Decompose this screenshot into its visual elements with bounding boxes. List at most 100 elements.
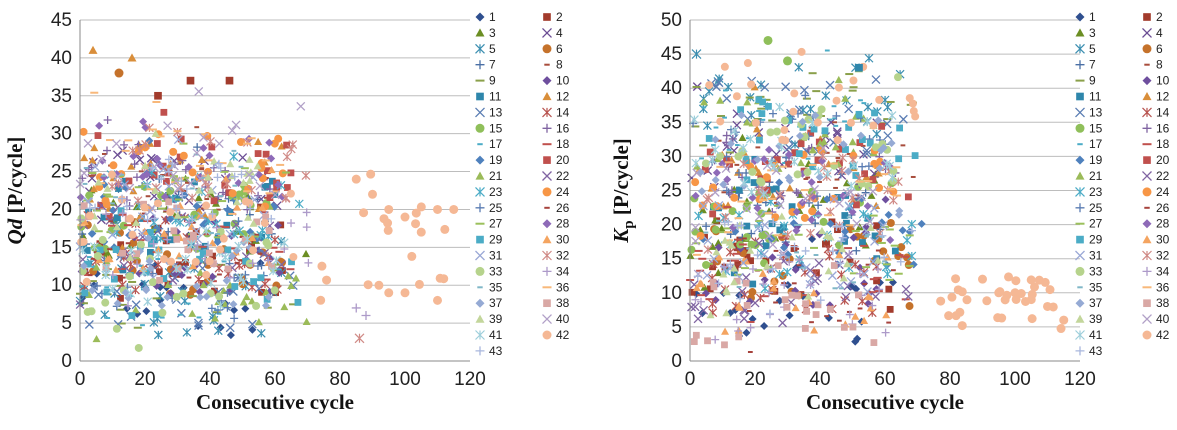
qd-point-s37 [113, 299, 122, 308]
qd-point-s37 [192, 282, 201, 291]
qd-legend-marker [475, 330, 485, 340]
kp-point-s42 [936, 296, 946, 306]
kp-point-s42 [1029, 282, 1039, 292]
qd-legend-marker [542, 44, 552, 54]
kp-point-s38 [794, 292, 801, 300]
qd-point-s42 [205, 257, 214, 266]
kp-point-s29 [855, 110, 863, 118]
kp-point-s22 [750, 298, 760, 308]
qd-point-s37 [144, 234, 153, 243]
qd-point-s30 [105, 254, 114, 263]
qd-point-s40 [255, 181, 265, 191]
kp-point-s40 [721, 164, 731, 173]
kp-point-s19 [898, 226, 907, 235]
qd-legend-label: 16 [556, 121, 570, 135]
kp-legend-item: 33 [1075, 264, 1103, 278]
qd-legend-marker [475, 186, 485, 197]
qd-point-s43 [208, 209, 217, 218]
qd-gridlines [80, 19, 470, 324]
kp-y-tick-label: 20 [661, 215, 682, 236]
kp-point-s43 [768, 264, 777, 273]
qd-legend-marker [475, 250, 485, 261]
qd-point-s25 [223, 303, 232, 312]
qd-legend-item: 19 [475, 153, 503, 167]
kp-point-s41 [789, 157, 799, 167]
qd-point-s38 [80, 202, 88, 210]
kp-point-s33 [871, 143, 880, 152]
kp-point-s20 [706, 148, 714, 156]
qd-point-s32 [301, 171, 311, 180]
qd-legend-item: 34 [542, 264, 570, 278]
kp-point-s34 [868, 301, 877, 310]
qd-legend-item: 3 [475, 26, 496, 40]
kp-legend-marker [1075, 250, 1085, 261]
qd-point-s29 [160, 275, 168, 282]
kp-point-s6 [748, 288, 757, 297]
kp-point-s3 [714, 239, 723, 247]
kp-x-tick-label: 120 [1064, 369, 1096, 390]
qd-point-s32 [354, 333, 365, 344]
qd-y-axis-title-unit: [P/cycle] [3, 137, 27, 219]
kp-point-s37 [798, 117, 807, 126]
qd-point-s19 [192, 202, 201, 211]
kp-point-s34 [795, 255, 804, 264]
qd-point-s42 [241, 197, 250, 206]
kp-point-s20 [701, 166, 709, 173]
kp-point-s2 [688, 288, 696, 296]
kp-legend-marker [1075, 171, 1085, 180]
kp-point-s37 [811, 111, 820, 120]
qd-point-s33 [98, 235, 107, 244]
kp-point-s10 [760, 275, 769, 284]
qd-point-s3 [78, 231, 87, 240]
qd-legend-marker [475, 107, 485, 118]
kp-point-s22 [778, 318, 788, 328]
kp-point-s30 [860, 316, 869, 324]
qd-point-s16 [120, 140, 129, 149]
qd-legend-item: 17 [477, 137, 503, 151]
qd-point-s42 [286, 189, 295, 198]
qd-legend-item: 27 [475, 217, 503, 231]
qd-point-s42 [202, 270, 211, 279]
qd-point-s13 [254, 284, 264, 294]
kp-point-s42 [951, 274, 961, 284]
qd-legend-item: 8 [544, 58, 563, 72]
kp-point-s42 [1027, 289, 1037, 299]
kp-legend-item: 27 [1075, 217, 1103, 231]
qd-legend-label: 39 [489, 312, 503, 326]
kp-legend-label: 24 [1156, 185, 1170, 199]
kp-point-s30 [734, 301, 743, 309]
qd-point-s38 [183, 237, 190, 245]
kp-point-s41 [738, 143, 748, 153]
qd-point-s23 [229, 152, 239, 161]
kp-legend-item: 41 [1075, 328, 1103, 342]
kp-point-s11 [859, 239, 866, 246]
qd-legend-item: 14 [542, 105, 570, 119]
qd-legend-marker [475, 266, 485, 276]
qd-points [75, 45, 459, 352]
kp-point-s41 [777, 142, 787, 152]
kp-point-s13 [883, 131, 893, 141]
kp-point-s41 [747, 187, 756, 197]
kp-y-tick-label: 30 [661, 146, 682, 167]
qd-point-s42 [400, 212, 410, 222]
qd-point-s42 [128, 230, 137, 239]
qd-point-s37 [202, 292, 211, 301]
qd-y-tick-label: 35 [51, 86, 72, 107]
qd-point-s21 [284, 272, 293, 280]
kp-point-s5 [821, 91, 831, 101]
qd-point-s43 [157, 174, 166, 183]
qd-legend-item: 43 [475, 344, 503, 358]
kp-point-s11 [735, 186, 743, 194]
qd-y-axis-title-symbol: Qd [3, 218, 27, 244]
qd-point-s43 [122, 202, 131, 211]
qd-point-s42 [411, 208, 421, 218]
qd-point-s40 [199, 133, 208, 142]
kp-point-s38 [801, 325, 809, 332]
kp-point-s42 [833, 136, 842, 145]
qd-point-s42 [249, 246, 258, 255]
kp-point-s39 [746, 246, 755, 254]
qd-legend-item: 2 [543, 10, 563, 24]
qd-legend-item: 22 [542, 169, 570, 183]
qd-point-s43 [188, 215, 197, 224]
kp-point-s21 [831, 143, 840, 151]
